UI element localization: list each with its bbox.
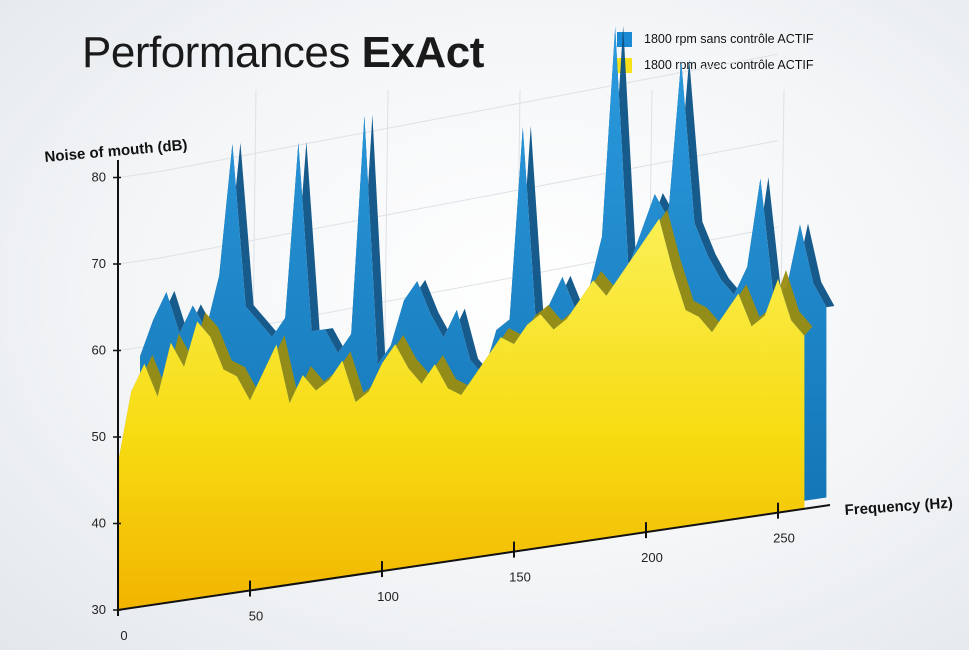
x-axis-title: Frequency (Hz) xyxy=(844,494,953,519)
x-tick-label: 150 xyxy=(509,570,531,585)
y-tick-label: 70 xyxy=(92,256,106,271)
legend-label-yellow: 1800 rpm avec contrôle ACTIF xyxy=(644,58,814,72)
gridline-horizontal xyxy=(159,53,779,172)
y-tick-label: 60 xyxy=(92,343,106,358)
x-tick-label: 250 xyxy=(773,531,795,546)
y-tick-label: 40 xyxy=(92,516,106,531)
legend: 1800 rpm sans contrôle ACTIF 1800 rpm av… xyxy=(617,26,814,78)
y-tick-label: 30 xyxy=(92,602,106,617)
gridline-depth xyxy=(117,257,161,265)
x-tick-label: 0 xyxy=(120,628,127,643)
x-tick-label: 50 xyxy=(249,609,263,624)
y-tick-label: 50 xyxy=(92,429,106,444)
series-yellow xyxy=(118,209,813,610)
y-axis-title: Noise of mouth (dB) xyxy=(44,137,188,166)
x-tick-label: 200 xyxy=(641,550,663,565)
y-tick-label: 80 xyxy=(92,170,106,185)
series-area xyxy=(118,218,805,610)
chart-title: Performances ExAct xyxy=(82,28,484,78)
legend-swatch-blue xyxy=(617,31,632,47)
series-layer xyxy=(118,25,835,610)
title-bold: ExAct xyxy=(361,28,485,77)
x-tick-label: 100 xyxy=(377,589,399,604)
legend-item-blue: 1800 rpm sans contrôle ACTIF xyxy=(617,26,814,52)
x-axis-line xyxy=(117,504,831,611)
gridline-depth xyxy=(117,171,161,178)
legend-label-blue: 1800 rpm sans contrôle ACTIF xyxy=(644,32,814,46)
title-regular: Performances xyxy=(82,28,350,77)
series-depth-face xyxy=(140,25,835,376)
